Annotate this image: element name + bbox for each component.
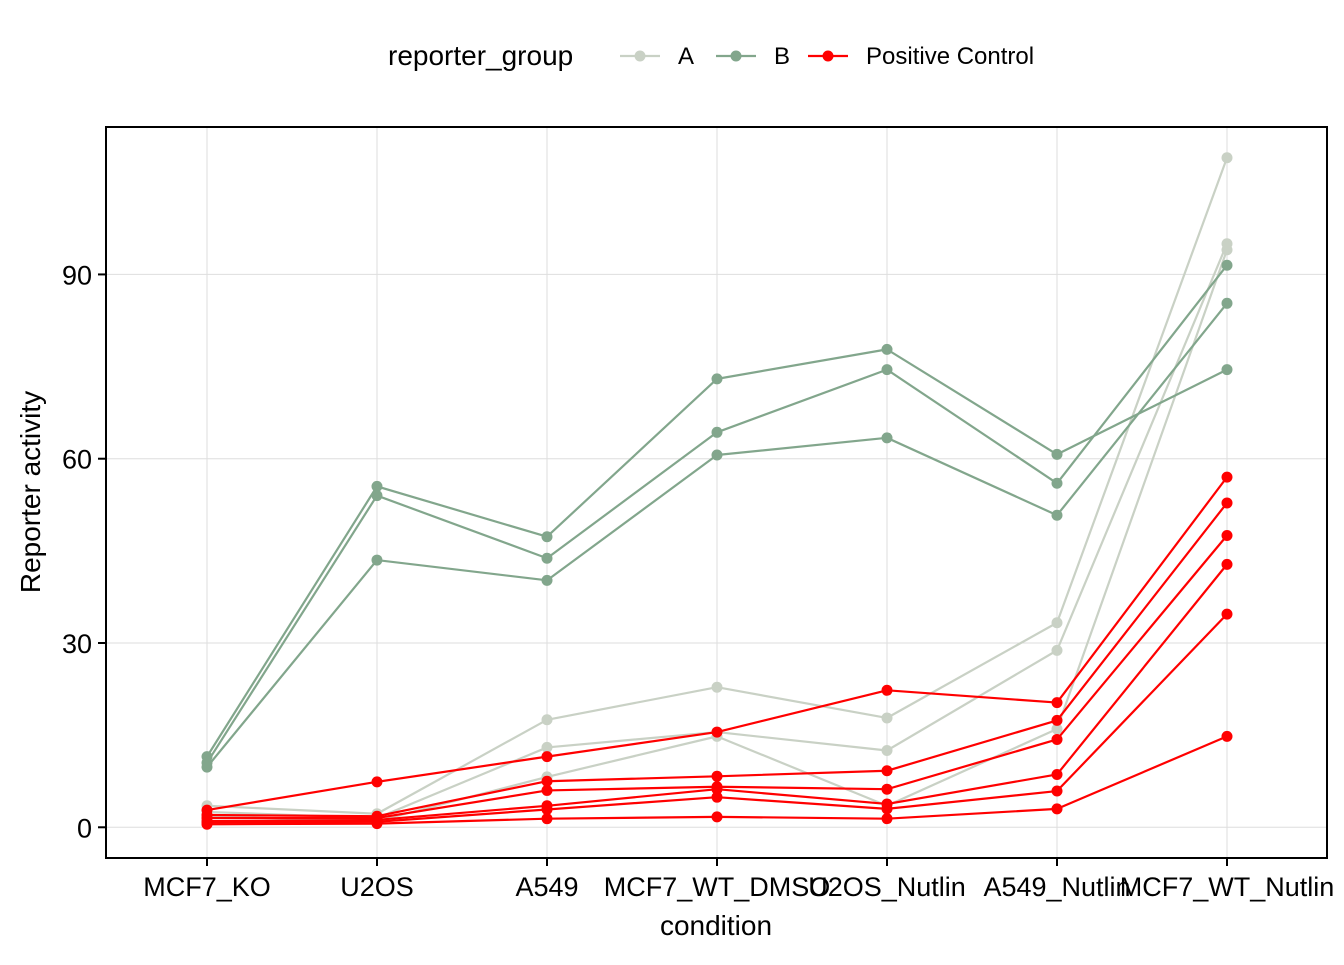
data-point-positive-control xyxy=(201,818,213,830)
data-point-b xyxy=(371,490,383,502)
y-axis: 0 30 60 90 xyxy=(62,260,106,843)
data-point-b xyxy=(711,426,723,438)
legend-entry-b: B xyxy=(716,43,790,70)
y-tick-label: 30 xyxy=(62,629,92,659)
data-point-b xyxy=(711,373,723,385)
legend-label: Positive Control xyxy=(866,43,1034,70)
x-tick-label: U2OS xyxy=(340,872,414,902)
data-point-positive-control xyxy=(1221,608,1233,620)
data-point-a xyxy=(1051,644,1063,656)
data-point-positive-control xyxy=(1051,714,1063,726)
data-point-positive-control xyxy=(541,775,553,787)
data-point-b xyxy=(1221,297,1233,309)
data-point-positive-control xyxy=(1051,803,1063,815)
data-point-positive-control xyxy=(541,751,553,763)
data-point-positive-control xyxy=(1221,730,1233,742)
data-point-positive-control xyxy=(881,783,893,795)
data-point-positive-control xyxy=(711,811,723,823)
data-point-positive-control xyxy=(1051,733,1063,745)
plot-panel xyxy=(105,126,1328,859)
x-tick-label: U2OS_Nutlin xyxy=(808,872,966,902)
y-tick-label: 90 xyxy=(62,260,92,290)
series-positive-control xyxy=(201,730,1233,830)
y-axis-title: Reporter activity xyxy=(15,391,46,593)
x-tick-label: A549_Nutlin xyxy=(983,872,1130,902)
data-point-b xyxy=(541,552,553,564)
legend-key-point xyxy=(730,50,742,62)
x-tick-label: MCF7_WT_DMSO xyxy=(604,872,831,902)
data-point-b xyxy=(541,531,553,543)
legend-entry-a: A xyxy=(620,43,694,70)
data-point-positive-control xyxy=(711,770,723,782)
data-point-b xyxy=(881,432,893,444)
data-point-b xyxy=(541,574,553,586)
x-tick-label: MCF7_WT_Nutlin xyxy=(1120,872,1335,902)
legend: reporter_group A B Positive Control xyxy=(388,40,1034,71)
data-point-positive-control xyxy=(881,684,893,696)
legend-entry-positive-control: Positive Control xyxy=(808,43,1034,70)
y-tick-label: 60 xyxy=(62,445,92,475)
data-point-positive-control xyxy=(1051,785,1063,797)
series-b xyxy=(201,297,1233,773)
series-positive-control xyxy=(201,471,1233,816)
data-point-b xyxy=(1051,448,1063,460)
data-point-positive-control xyxy=(1221,471,1233,483)
data-point-positive-control xyxy=(881,803,893,815)
data-point-b xyxy=(881,364,893,376)
data-point-a xyxy=(541,741,553,753)
legend-key-point xyxy=(634,50,646,62)
data-point-positive-control xyxy=(1221,497,1233,509)
data-point-b xyxy=(371,554,383,566)
data-point-positive-control xyxy=(541,784,553,796)
series-layer xyxy=(201,152,1233,830)
data-point-b xyxy=(201,761,213,773)
data-point-a xyxy=(1221,244,1233,256)
legend-label: A xyxy=(678,43,694,70)
data-point-a xyxy=(881,745,893,756)
data-point-positive-control xyxy=(711,726,723,738)
y-tick-label: 0 xyxy=(77,813,92,843)
x-tick-label: MCF7_KO xyxy=(143,872,271,902)
x-axis-title: condition xyxy=(660,910,772,941)
data-point-positive-control xyxy=(711,783,723,795)
data-point-b xyxy=(881,343,893,355)
data-point-a xyxy=(541,714,553,726)
data-point-a xyxy=(711,681,723,693)
data-point-positive-control xyxy=(541,813,553,825)
data-point-positive-control xyxy=(881,765,893,777)
data-point-positive-control xyxy=(1221,558,1233,570)
data-point-a xyxy=(1221,152,1233,164)
data-point-b xyxy=(1051,509,1063,521)
data-point-b xyxy=(711,449,723,461)
data-point-positive-control xyxy=(1051,768,1063,780)
data-point-b xyxy=(1221,364,1233,376)
data-point-positive-control xyxy=(1221,530,1233,541)
data-point-b xyxy=(1221,259,1233,271)
series-b xyxy=(201,343,1233,763)
legend-key-point xyxy=(822,50,834,62)
data-point-b xyxy=(371,480,383,492)
data-point-a xyxy=(881,712,893,724)
data-point-positive-control xyxy=(371,776,383,788)
data-point-positive-control xyxy=(711,791,723,803)
data-point-positive-control xyxy=(1051,697,1063,709)
data-point-positive-control xyxy=(541,803,553,815)
data-point-a xyxy=(1051,617,1063,629)
x-tick-label: A549 xyxy=(515,872,578,902)
data-point-a xyxy=(1051,723,1063,735)
data-point-positive-control xyxy=(881,813,893,825)
legend-title: reporter_group xyxy=(388,40,573,71)
legend-label: B xyxy=(774,43,790,70)
data-point-positive-control xyxy=(371,818,383,830)
data-point-b xyxy=(1051,477,1063,489)
